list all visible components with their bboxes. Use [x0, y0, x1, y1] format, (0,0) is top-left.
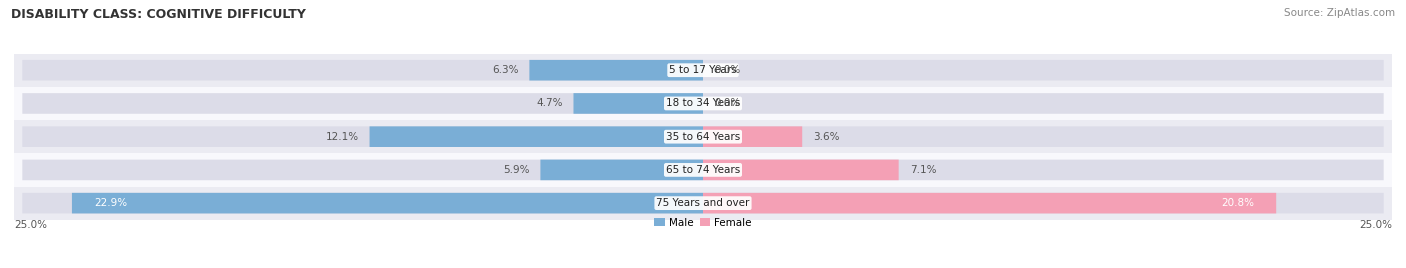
FancyBboxPatch shape [14, 120, 1392, 153]
Text: 4.7%: 4.7% [536, 98, 562, 109]
FancyBboxPatch shape [22, 93, 1384, 114]
Legend: Male, Female: Male, Female [654, 218, 752, 228]
FancyBboxPatch shape [530, 60, 703, 80]
Text: 5.9%: 5.9% [503, 165, 530, 175]
Text: 0.0%: 0.0% [714, 98, 741, 109]
FancyBboxPatch shape [370, 126, 703, 147]
FancyBboxPatch shape [703, 160, 898, 180]
FancyBboxPatch shape [22, 126, 1384, 147]
Text: DISABILITY CLASS: COGNITIVE DIFFICULTY: DISABILITY CLASS: COGNITIVE DIFFICULTY [11, 8, 307, 21]
FancyBboxPatch shape [22, 60, 1384, 80]
Text: 35 to 64 Years: 35 to 64 Years [666, 132, 740, 142]
Text: 65 to 74 Years: 65 to 74 Years [666, 165, 740, 175]
Text: 12.1%: 12.1% [325, 132, 359, 142]
FancyBboxPatch shape [14, 153, 1392, 187]
Text: 0.0%: 0.0% [714, 65, 741, 75]
FancyBboxPatch shape [14, 87, 1392, 120]
Text: 25.0%: 25.0% [1360, 220, 1392, 230]
FancyBboxPatch shape [72, 193, 703, 213]
Text: 18 to 34 Years: 18 to 34 Years [666, 98, 740, 109]
Text: 7.1%: 7.1% [910, 165, 936, 175]
Text: 20.8%: 20.8% [1222, 198, 1254, 208]
Text: 6.3%: 6.3% [492, 65, 519, 75]
Text: 3.6%: 3.6% [813, 132, 839, 142]
FancyBboxPatch shape [574, 93, 703, 114]
Text: 25.0%: 25.0% [14, 220, 46, 230]
FancyBboxPatch shape [22, 160, 1384, 180]
FancyBboxPatch shape [14, 54, 1392, 87]
FancyBboxPatch shape [22, 193, 1384, 213]
FancyBboxPatch shape [14, 187, 1392, 220]
FancyBboxPatch shape [703, 126, 803, 147]
FancyBboxPatch shape [703, 193, 1277, 213]
Text: 5 to 17 Years: 5 to 17 Years [669, 65, 737, 75]
Text: 22.9%: 22.9% [94, 198, 127, 208]
Text: Source: ZipAtlas.com: Source: ZipAtlas.com [1284, 8, 1395, 18]
Text: 75 Years and over: 75 Years and over [657, 198, 749, 208]
FancyBboxPatch shape [540, 160, 703, 180]
